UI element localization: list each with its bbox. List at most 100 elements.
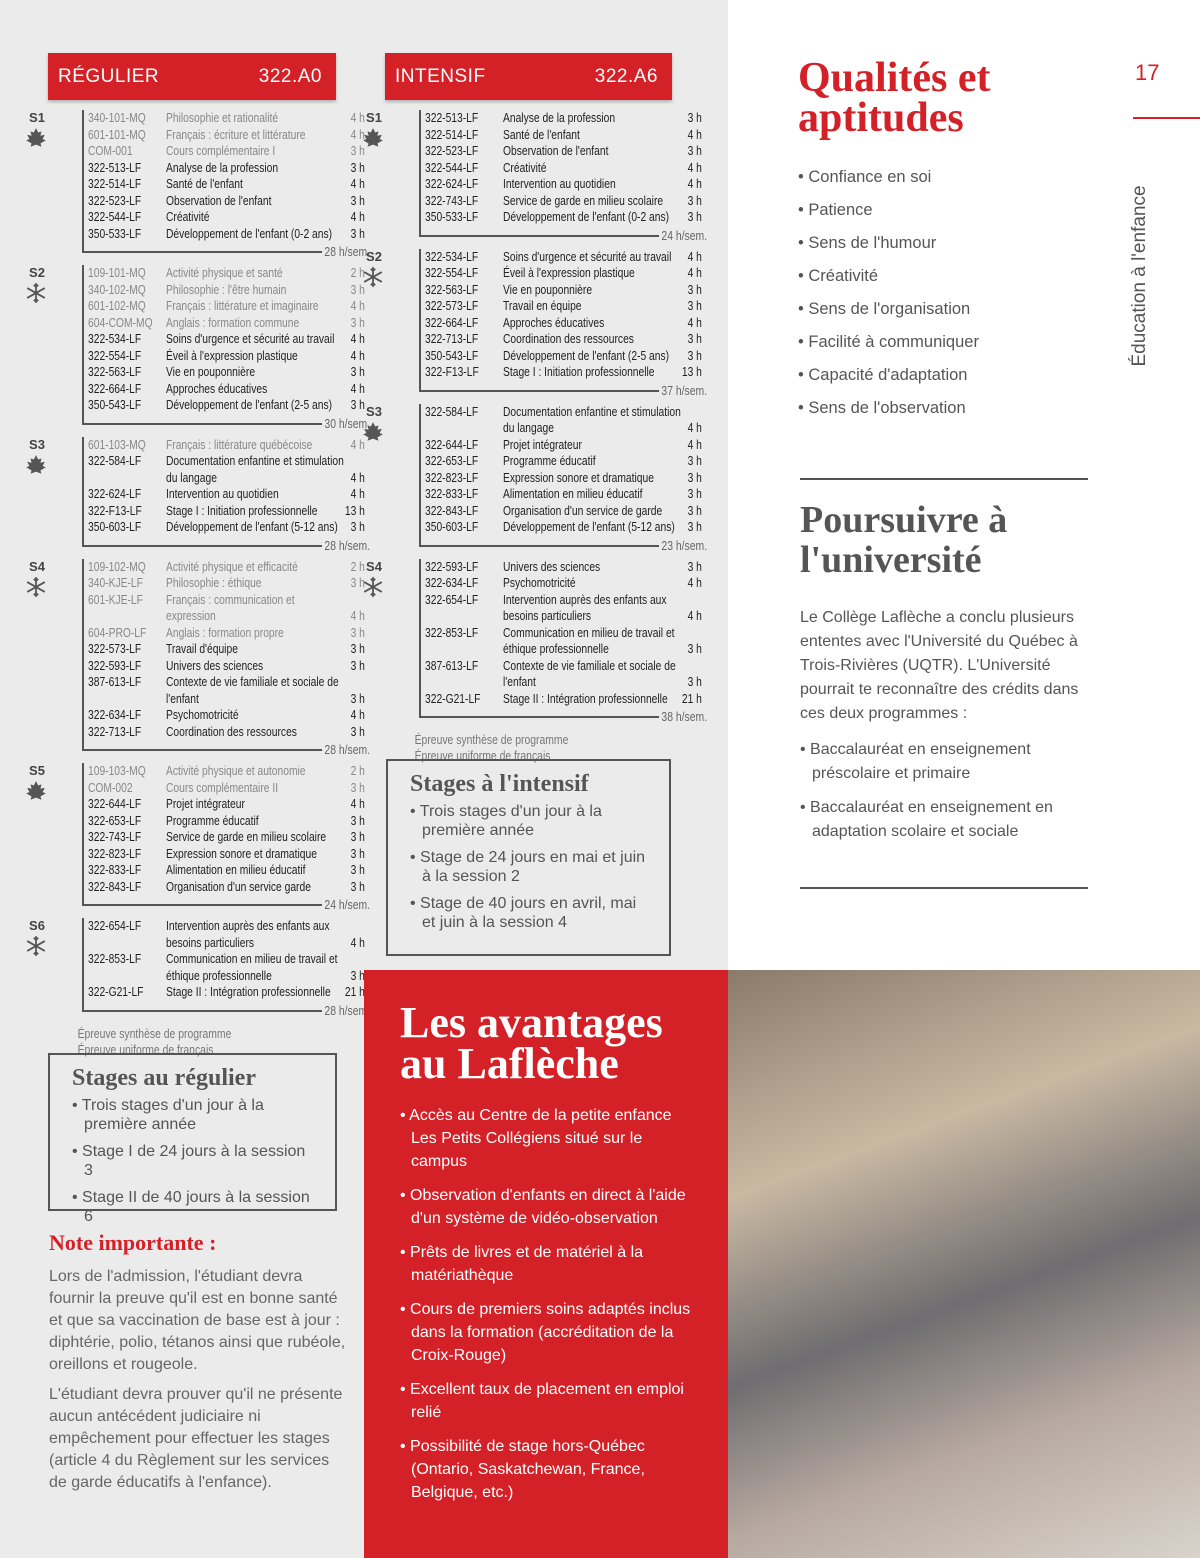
course-hours: 3 h: [687, 143, 702, 158]
section-side-label: Éducation à l'enfance: [1129, 185, 1150, 367]
weekly-total: 28 h/sem.: [321, 742, 370, 757]
course-title: Univers des sciences: [503, 558, 601, 574]
course-code: 322-743-LF: [425, 192, 479, 208]
course-code: 109-103-MQ: [88, 763, 146, 778]
weekly-total: 24 h/sem.: [321, 897, 370, 912]
course-hours: 3 h: [350, 723, 365, 739]
course-hours: 2 h: [350, 558, 365, 574]
course-hours: 3 h: [687, 453, 702, 468]
maple-leaf-icon: [24, 127, 48, 155]
course-row: 322-833-LF Alimentation en milieu éducat…: [425, 486, 702, 503]
course-row: 322-823-LF Expression sonore et dramatiq…: [425, 470, 702, 487]
course-table: 109-101-MQ Activité physique et santé 2 …: [82, 265, 370, 431]
advantage-item: • Possibilité de stage hors-Québec (Onta…: [400, 1438, 645, 1501]
quality-item: • Sens de l'humour: [798, 234, 937, 252]
course-hours: 3 h: [687, 641, 702, 656]
note-line: Épreuve synthèse de programme: [77, 1025, 232, 1041]
course-row: 601-103-MQ Français : littérature québéc…: [88, 437, 365, 454]
course-code: 322-534-LF: [88, 331, 142, 346]
maple-leaf-icon: [24, 454, 48, 482]
course-title: Service de garde en milieu scolaire: [503, 192, 664, 208]
course-row: 322-634-LF Psychomotricité 4 h: [425, 575, 702, 592]
semester-block: S3 601-103-MQ Français : littérature qué…: [26, 436, 370, 553]
course-title: Développement de l'enfant (0-2 ans): [503, 209, 670, 224]
course-title: Expression sonore et dramatique: [503, 469, 654, 485]
semester-block: S6 322-654-LF Intervention auprès des en…: [26, 918, 370, 1018]
stages-regular-box: Stages au régulier • Trois stages d'un j…: [48, 1053, 337, 1225]
semester-block: S2 109-101-MQ Activité physique et santé…: [26, 265, 370, 431]
course-row: 322-644-LF Projet intégrateur 4 h: [425, 437, 702, 454]
course-title: Éveil à l'expression plastique: [166, 347, 298, 363]
course-code: 387-613-LF: [425, 657, 479, 673]
course-code: 322-593-LF: [425, 558, 479, 574]
course-code: 322-544-LF: [88, 209, 142, 224]
course-hours: 3 h: [687, 331, 702, 346]
course-title: Coordination des ressources: [503, 331, 634, 346]
photo-educator-reading-to-children: [728, 970, 1200, 1558]
course-hours: 4 h: [687, 314, 702, 330]
course-row: 350-543-LF Développement de l'enfant (2-…: [425, 348, 702, 365]
course-code: 350-603-LF: [88, 519, 142, 534]
course-table: 322-534-LF Soins d'urgence et sécurité a…: [419, 248, 707, 398]
course-row: 350-603-LF Développement de l'enfant (5-…: [88, 519, 365, 536]
advantages-title: Les avantages au Laflèche: [400, 998, 663, 1088]
course-title: Organisation d'un service garde: [166, 878, 311, 894]
semester-label: S2: [29, 265, 45, 280]
weekly-total: 37 h/sem.: [658, 382, 707, 398]
course-table: 322-654-LF Intervention auprès des enfan…: [82, 918, 370, 1018]
course-code: 322-624-LF: [425, 176, 479, 191]
snowflake-icon: [24, 935, 48, 963]
intensive-program-column: INTENSIF 322.A6 S1 322-513-LF Analyse de …: [363, 53, 707, 764]
course-code: 322-843-LF: [88, 878, 142, 894]
course-row: 322-664-LF Approches éducatives 4 h: [425, 315, 702, 332]
course-title: Coordination des ressources: [166, 723, 297, 739]
course-hours: 3 h: [350, 225, 365, 241]
semester-label: S3: [29, 436, 45, 452]
course-title: Stage I : Initiation professionnelle: [166, 502, 318, 518]
note-title: Note importante :: [49, 1230, 217, 1255]
course-hours: 3 h: [687, 519, 702, 534]
course-title: Documentation enfantine et stimulation d…: [166, 453, 344, 485]
course-table: 340-101-MQ Philosophie et rationalité 4 …: [82, 110, 370, 259]
quality-item: • Confiance en soi: [798, 168, 932, 186]
note-paragraph: Lors de l'admission, l'étudiant devra fo…: [49, 1268, 346, 1373]
regular-program-column: RÉGULIER 322.A0 S1 340-101-MQ Philosophie…: [26, 53, 370, 1058]
semester-block: S2 322-534-LF Soins d'urgence et sécurit…: [363, 248, 707, 398]
course-title: Développement de l'enfant (5-12 ans): [166, 519, 338, 534]
course-row: 322-743-LF Service de garde en milieu sc…: [425, 193, 702, 210]
course-row: 601-101-MQ Français : écriture et littér…: [88, 127, 365, 144]
course-code: 350-543-LF: [88, 397, 142, 412]
course-title: Activité physique et santé: [166, 265, 283, 280]
list-item: • Baccalauréat en enseignement préscolai…: [800, 741, 1031, 782]
course-title: Créativité: [166, 209, 210, 224]
semester-label: S2: [366, 248, 382, 264]
course-title: Communication en milieu de travail et ét…: [166, 951, 338, 983]
course-hours: 4 h: [350, 707, 365, 722]
course-title: Intervention au quotidien: [503, 176, 616, 191]
course-code: 322-713-LF: [88, 723, 142, 739]
course-title: Projet intégrateur: [166, 796, 245, 811]
semester-label: S3: [366, 403, 382, 419]
course-row: 322-554-LF Éveil à l'expression plastiqu…: [88, 348, 365, 365]
course-code: 322-624-LF: [88, 486, 142, 501]
course-title: Soins d'urgence et sécurité au travail: [503, 248, 672, 264]
course-code: 601-101-MQ: [88, 126, 146, 142]
box-title: Stages à l'intensif: [410, 771, 589, 797]
quality-item: • Facilité à communiquer: [798, 333, 979, 351]
semester-list: S1 322-513-LF Analyse de la profession 3…: [363, 110, 707, 764]
course-code: 322-F13-LF: [88, 502, 142, 518]
course-title: Stage II : Intégration professionnelle: [503, 690, 668, 706]
course-title: Activité physique et autonomie: [166, 763, 306, 778]
weekly-total: 24 h/sem.: [658, 227, 707, 243]
course-hours: 4 h: [687, 248, 702, 264]
advantages-list: • Accès au Centre de la petite enfance L…: [400, 1104, 700, 1515]
course-code: 322-573-LF: [425, 298, 479, 313]
course-code: 322-713-LF: [425, 331, 479, 346]
intensive-header: INTENSIF 322.A6: [385, 53, 672, 100]
course-hours: 3 h: [687, 192, 702, 208]
course-hours: 4 h: [687, 608, 702, 623]
stages-intensive-box: Stages à l'intensif • Trois stages d'un …: [386, 759, 671, 956]
course-code: 322-593-LF: [88, 657, 142, 673]
list-item: • Trois stages d'un jour à la première a…: [72, 1097, 264, 1133]
course-hours: 3 h: [687, 469, 702, 485]
